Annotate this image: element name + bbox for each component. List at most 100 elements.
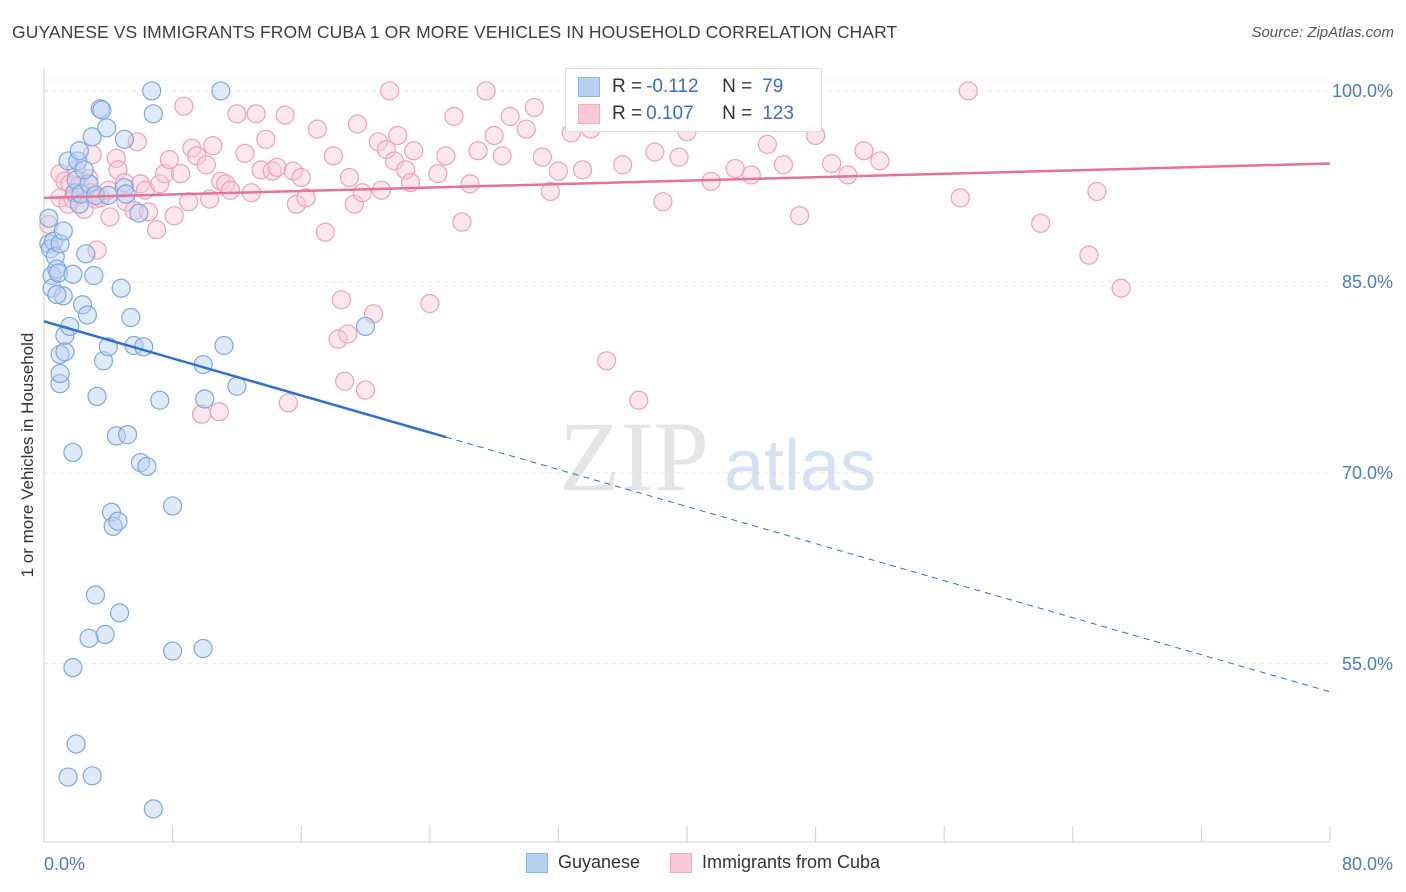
data-point [58,767,78,787]
data-point [452,212,472,232]
series-cuba-points [39,81,1131,424]
data-point [196,155,216,175]
data-point [368,132,388,152]
data-point [220,180,241,200]
data-point [870,151,890,171]
data-point [211,81,231,101]
data-point [460,174,480,194]
data-point [516,119,536,139]
data-point [63,264,83,284]
data-point [48,263,69,283]
data-point [63,442,83,463]
watermark-atlas: atlas [724,426,876,506]
data-point [143,104,163,124]
data-point [69,194,89,214]
data-point [286,194,306,214]
y-tick-label: 55.0% [1342,654,1393,674]
data-point [95,624,115,645]
data-point [267,157,287,177]
data-point [77,305,98,325]
data-point [296,188,316,208]
data-point [838,165,858,185]
legend-item-guyanese[interactable]: Guyanese [525,852,640,873]
data-point [444,106,464,126]
data-point [532,147,552,167]
data-point [82,766,102,786]
data-point [164,206,184,226]
data-point [645,142,665,162]
data-point [76,244,96,264]
data-point [171,164,191,184]
data-point [97,118,117,138]
data-point [50,374,70,394]
data-point [741,165,761,185]
data-point [629,390,649,410]
data-point [69,141,89,161]
data-point [344,194,364,214]
data-point [137,456,157,477]
data-point [117,425,138,445]
trend-line-cuba [43,162,1331,200]
data-point [307,119,327,139]
data-point [55,342,75,362]
data-point [111,278,131,298]
data-point [84,265,104,286]
data-point [92,100,112,120]
x-tick-label: 80.0% [1342,854,1393,874]
data-point [484,125,504,146]
data-point [39,208,59,228]
data-point [121,307,141,328]
legend-swatch-guyanese [525,852,548,873]
y-tick-label: 100.0% [1332,81,1393,101]
data-point [138,202,159,222]
data-point [328,329,348,349]
data-point [159,150,179,170]
data-point [376,139,396,160]
data-point [143,799,163,819]
data-point [163,641,183,661]
data-point [1111,278,1131,298]
data-point [278,393,298,413]
data-point [53,286,73,306]
data-point [195,389,215,409]
chart-title: GUYANESE VS IMMIGRANTS FROM CUBA 1 OR MO… [12,22,898,42]
data-point [66,734,86,754]
stats-row-cuba: R = 0.107 N = 123 [578,101,794,127]
data-point [209,402,229,422]
source-label: Source: ZipAtlas.com [1251,24,1394,41]
r-label: R = [612,103,643,124]
data-point [1087,181,1107,202]
data-point [958,81,978,101]
data-point [150,174,170,194]
data-point [174,96,194,116]
legend-item-cuba[interactable]: Immigrants from Cuba [670,852,880,873]
data-point [396,160,416,180]
data-point [572,160,593,180]
legend-swatch-cuba [578,104,600,124]
data-point [108,511,128,531]
data-point [50,363,70,384]
data-point [331,290,351,310]
r-label: R = [612,76,643,97]
y-tick-label: 70.0% [1342,463,1393,483]
data-point [352,183,372,203]
data-point [540,181,560,202]
legend-swatch-cuba [670,852,692,873]
data-point [129,203,149,223]
data-point [114,129,134,149]
watermark: ZIP atlas [559,401,876,512]
data-point [773,155,794,175]
data-point [476,81,496,101]
data-point [146,220,167,240]
data-point [87,240,107,260]
data-point [63,657,83,678]
legend-swatch-guyanese [578,77,600,97]
n-value: 79 [762,76,784,97]
data-point [355,380,376,400]
data-point [179,192,199,212]
data-point [653,192,673,212]
data-point [163,496,183,516]
data-point [193,638,213,659]
data-point [235,143,255,163]
data-point [548,161,569,181]
